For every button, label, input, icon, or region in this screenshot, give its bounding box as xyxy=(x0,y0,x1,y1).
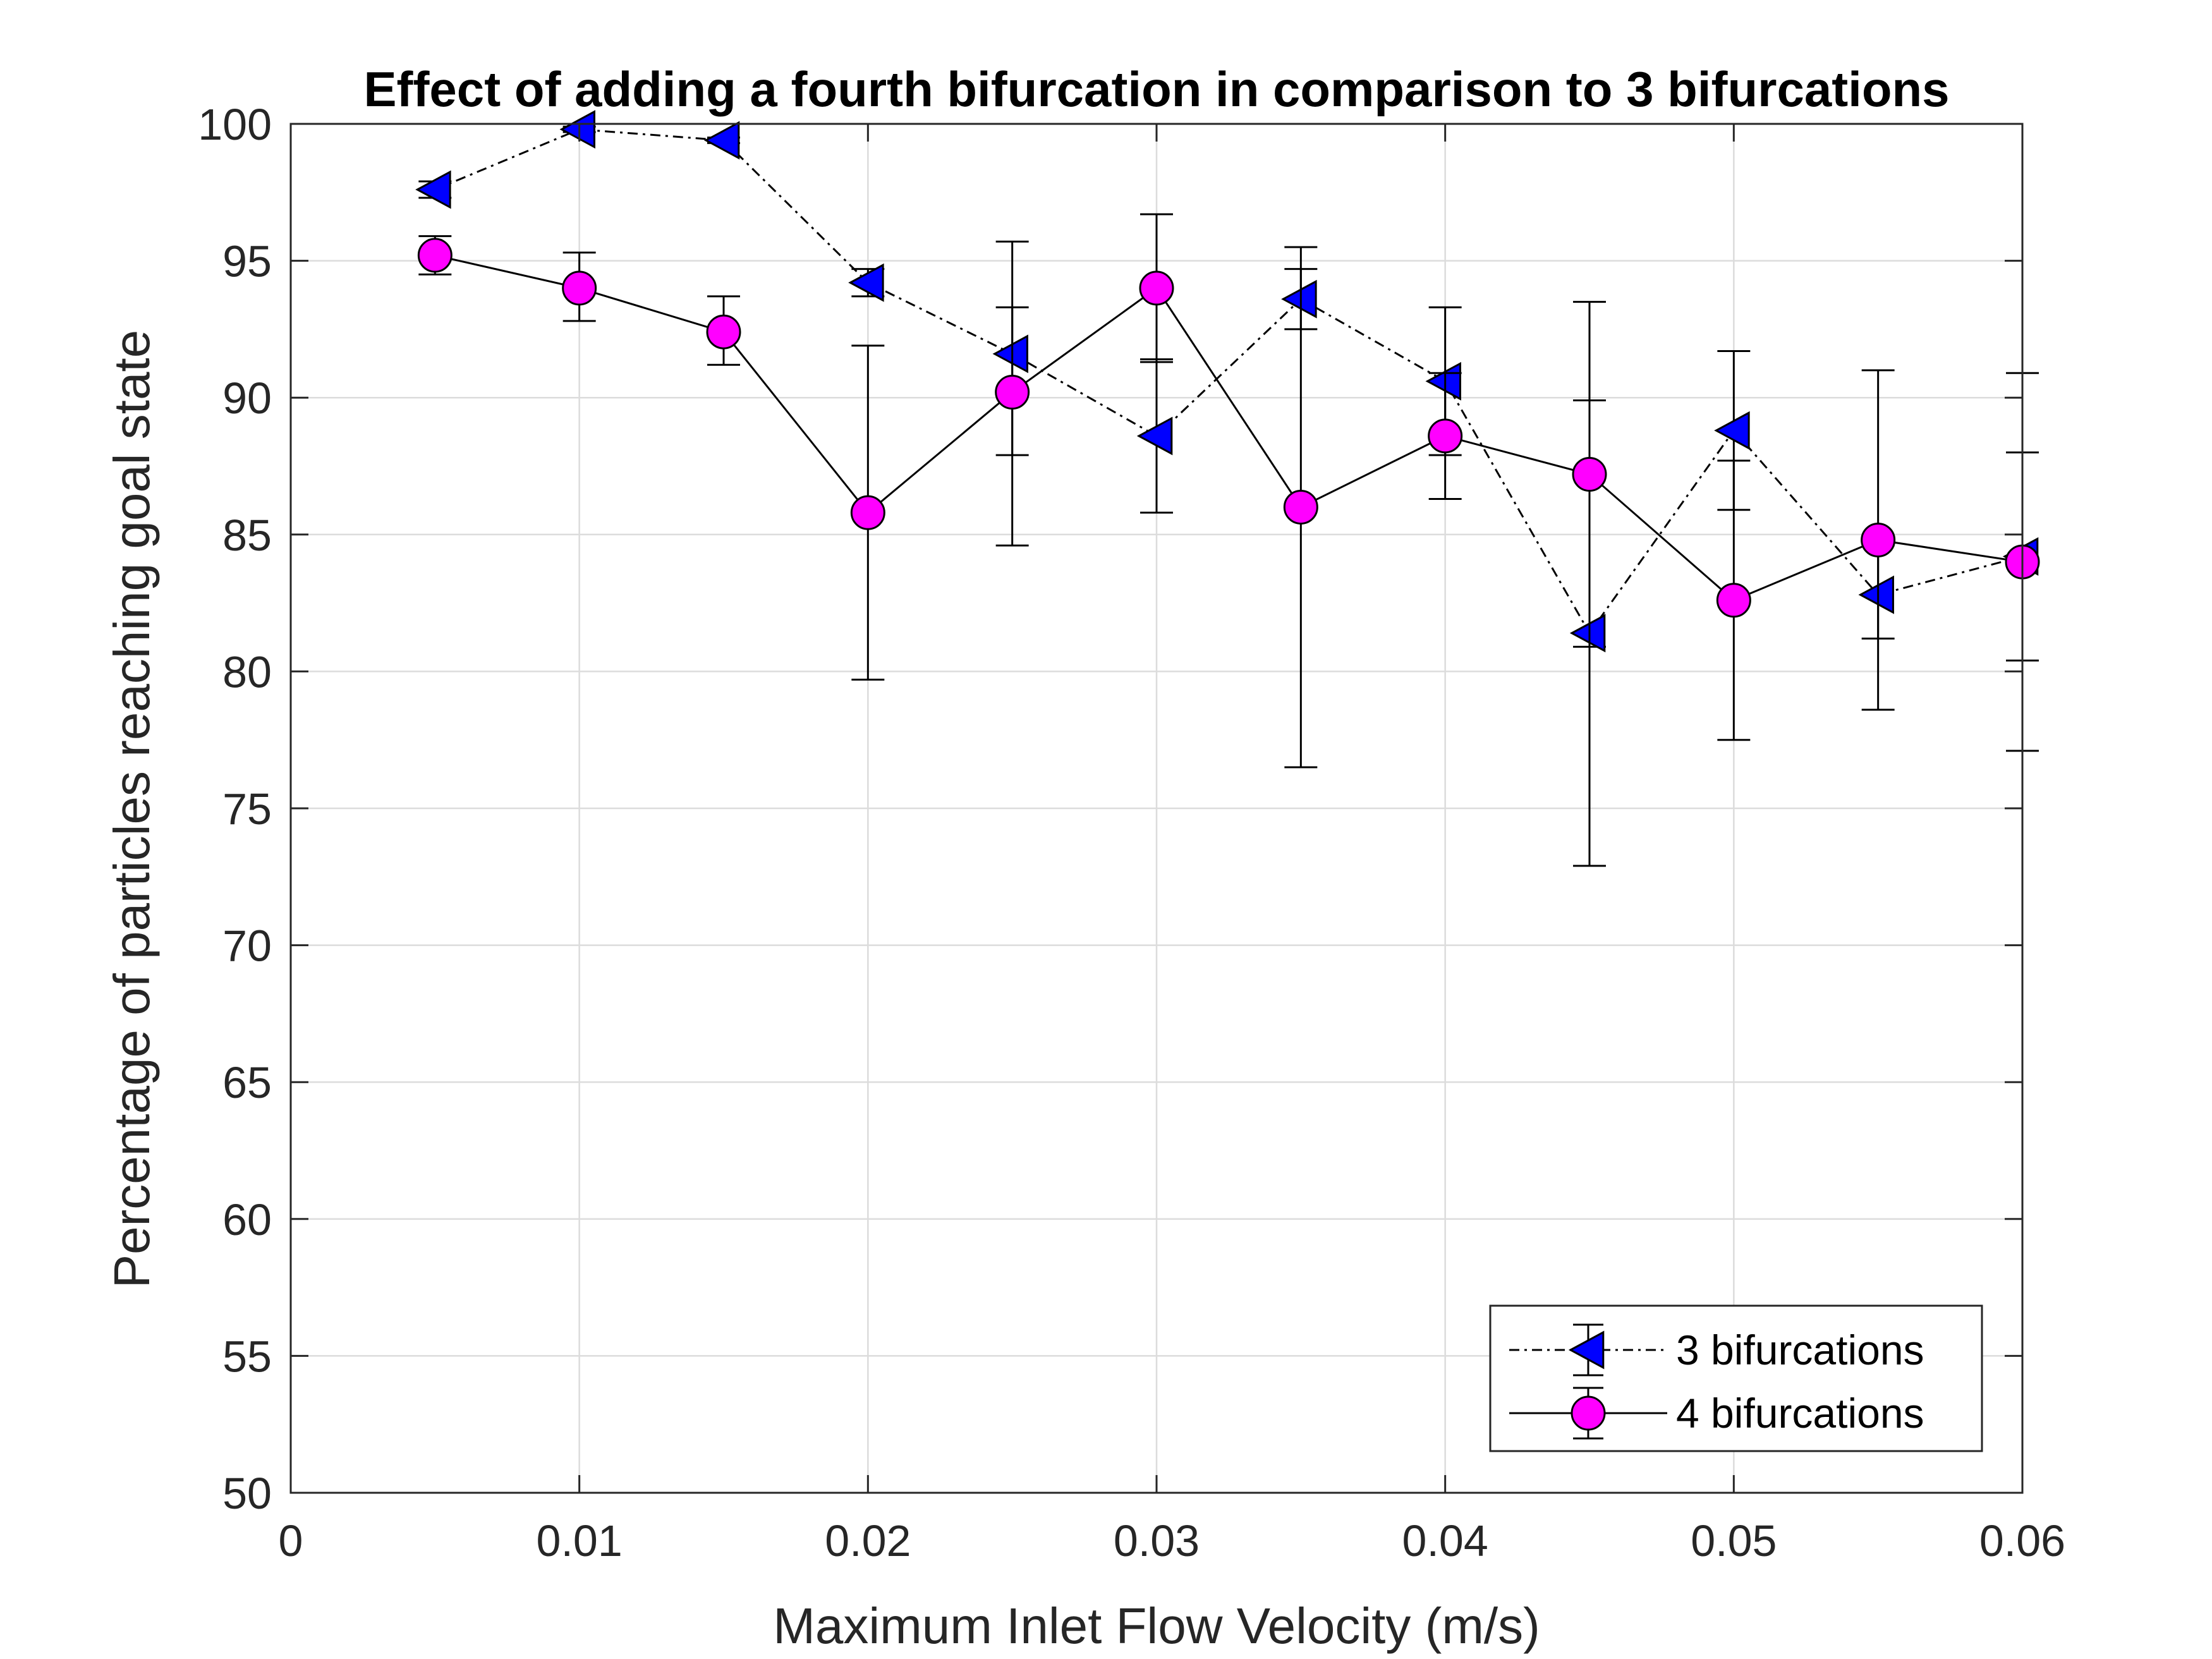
y-tick-label: 60 xyxy=(222,1195,272,1244)
x-tick-label: 0.04 xyxy=(1402,1516,1488,1565)
legend-label: 3 bifurcations xyxy=(1676,1327,1924,1373)
legend-entry: 4 bifurcations xyxy=(1509,1387,1924,1440)
data-point xyxy=(703,121,740,160)
legend-box xyxy=(1489,1304,1983,1452)
data-point xyxy=(1861,522,1896,557)
x-tick-label: 0.05 xyxy=(1691,1516,1777,1565)
y-tick-label: 70 xyxy=(222,921,272,971)
error-bar xyxy=(1573,301,1606,867)
y-axis-label: Percentage of particles reaching goal st… xyxy=(104,330,160,1288)
data-point xyxy=(562,270,597,306)
y-tick-label: 100 xyxy=(198,100,272,149)
data-point xyxy=(1283,489,1318,525)
data-point xyxy=(1714,411,1750,450)
y-tick-label: 75 xyxy=(222,784,272,834)
legend-entry: 3 bifurcations xyxy=(1509,1323,1924,1376)
error-bar xyxy=(995,306,1029,547)
data-point xyxy=(848,263,884,302)
data-point xyxy=(1428,418,1463,454)
data-point xyxy=(1136,416,1173,456)
legend-entries: 3 bifurcations 4 bifurcations xyxy=(1509,1323,1924,1440)
x-axis-label: Maximum Inlet Flow Velocity (m/s) xyxy=(773,1598,1540,1654)
y-tick-label: 55 xyxy=(222,1332,272,1381)
error-bar xyxy=(1861,369,1895,640)
data-point xyxy=(417,238,453,273)
data-point xyxy=(1139,270,1174,306)
legend-marker xyxy=(1568,1330,1605,1370)
data-point xyxy=(559,110,595,149)
data-point xyxy=(992,334,1028,374)
x-tick-label: 0.06 xyxy=(1979,1516,2065,1565)
legend: 3 bifurcations 4 bifurcations xyxy=(1489,1304,1983,1452)
data-point xyxy=(706,314,741,349)
data-point xyxy=(1716,583,1751,618)
data-point xyxy=(995,375,1030,410)
x-tick-label: 0.03 xyxy=(1114,1516,1200,1565)
series-layer xyxy=(415,110,2040,867)
y-tick-label: 50 xyxy=(222,1469,272,1518)
x-tick-label: 0 xyxy=(279,1516,303,1565)
series-line xyxy=(434,128,2023,635)
data-point xyxy=(1569,614,1606,653)
series-2 xyxy=(417,213,2040,867)
data-point xyxy=(1572,456,1607,492)
y-tick-label: 85 xyxy=(222,511,272,560)
x-tick-label: 0.02 xyxy=(825,1516,911,1565)
chart-title: Effect of adding a fourth bifurcation in… xyxy=(363,61,1949,117)
data-point xyxy=(415,170,451,209)
x-tick-label: 0.01 xyxy=(537,1516,623,1565)
ticks: 0 0.01 0.02 0.03 0.04 0.05 0.06 50 55 60 65 70 75 80 8… xyxy=(198,100,2065,1565)
data-point xyxy=(1858,575,1894,614)
y-tick-label: 90 xyxy=(222,374,272,423)
y-tick-label: 80 xyxy=(222,647,272,696)
legend-label: 4 bifurcations xyxy=(1676,1390,1924,1437)
legend-marker xyxy=(1571,1395,1606,1431)
y-tick-label: 95 xyxy=(222,237,272,286)
series-line xyxy=(435,254,2023,602)
data-point xyxy=(850,495,885,530)
data-point xyxy=(1281,279,1317,319)
y-tick-label: 65 xyxy=(222,1058,272,1107)
